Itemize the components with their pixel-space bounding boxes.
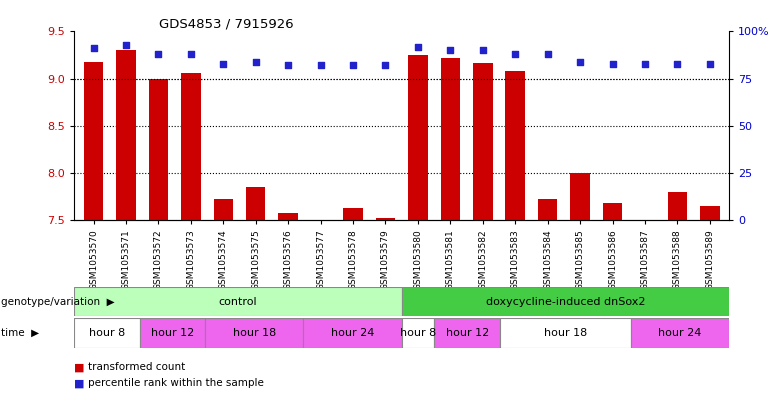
Point <box>379 62 392 68</box>
Point <box>250 59 262 65</box>
Text: hour 12: hour 12 <box>445 328 489 338</box>
Bar <box>278 213 298 220</box>
Text: hour 24: hour 24 <box>331 328 374 338</box>
Bar <box>214 199 233 220</box>
Text: doxycycline-induced dnSox2: doxycycline-induced dnSox2 <box>486 297 645 307</box>
Point <box>606 61 619 67</box>
Text: control: control <box>218 297 257 307</box>
Bar <box>473 62 492 220</box>
Text: hour 8: hour 8 <box>400 328 436 338</box>
Point <box>541 51 554 57</box>
Point <box>152 51 165 57</box>
Text: genotype/variation  ▶: genotype/variation ▶ <box>1 297 115 307</box>
Bar <box>402 318 434 348</box>
Text: percentile rank within the sample: percentile rank within the sample <box>88 378 264 388</box>
Bar <box>441 58 460 220</box>
Bar <box>500 318 631 348</box>
Bar <box>74 318 140 348</box>
Bar <box>631 318 729 348</box>
Text: transformed count: transformed count <box>88 362 186 373</box>
Text: ■: ■ <box>74 378 84 388</box>
Bar <box>700 206 720 220</box>
Bar <box>116 50 136 220</box>
Text: hour 12: hour 12 <box>151 328 194 338</box>
Bar <box>668 192 687 220</box>
Point <box>444 47 456 53</box>
Bar <box>246 187 265 220</box>
Point <box>574 59 587 65</box>
Text: hour 8: hour 8 <box>89 328 125 338</box>
Point <box>185 51 197 57</box>
Bar <box>434 318 500 348</box>
Bar <box>149 79 168 220</box>
Bar <box>402 287 729 316</box>
Point <box>120 42 133 48</box>
Point <box>412 43 424 50</box>
Point <box>87 45 100 51</box>
Point <box>639 61 651 67</box>
Bar <box>74 287 402 316</box>
Bar <box>83 62 103 220</box>
Point <box>282 62 294 68</box>
Bar <box>181 73 200 220</box>
Point <box>477 47 489 53</box>
Text: hour 18: hour 18 <box>544 328 587 338</box>
Text: time  ▶: time ▶ <box>1 328 39 338</box>
Point <box>347 62 360 68</box>
Point <box>509 51 522 57</box>
Bar <box>570 173 590 220</box>
Bar <box>140 318 205 348</box>
Point <box>217 61 229 67</box>
Bar <box>205 318 303 348</box>
Text: ■: ■ <box>74 362 84 373</box>
Bar <box>538 199 558 220</box>
Bar <box>408 55 427 220</box>
Text: hour 24: hour 24 <box>658 328 702 338</box>
Point <box>671 61 683 67</box>
Bar <box>343 208 363 220</box>
Bar <box>303 318 402 348</box>
Bar <box>505 71 525 220</box>
Text: GDS4853 / 7915926: GDS4853 / 7915926 <box>159 17 294 30</box>
Point <box>704 61 716 67</box>
Bar <box>603 203 622 220</box>
Bar <box>376 218 395 220</box>
Point <box>314 62 327 68</box>
Text: hour 18: hour 18 <box>232 328 276 338</box>
